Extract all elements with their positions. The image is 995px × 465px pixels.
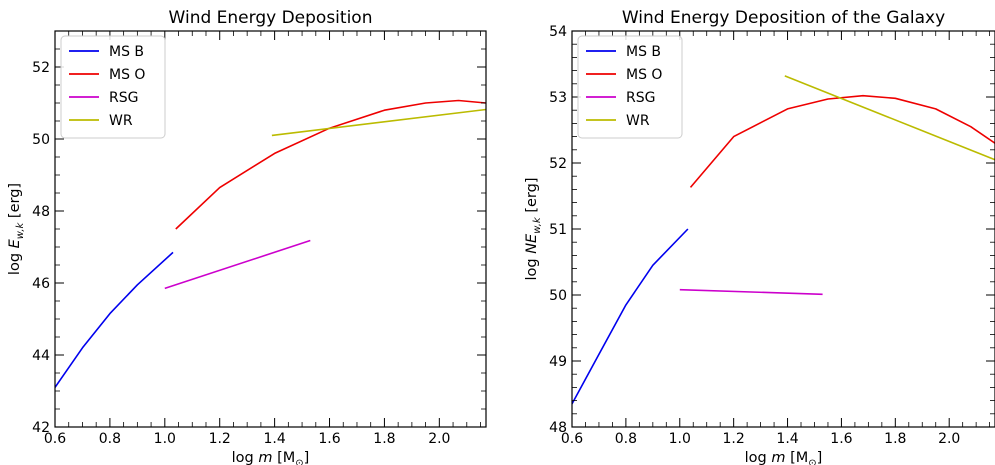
x-tick-label: 1.0 [669, 431, 691, 447]
legend-label: WR [109, 113, 133, 129]
x-tick-label: 0.8 [615, 431, 637, 447]
series-line-ms-b [572, 228, 689, 405]
x-tick-label: 1.2 [723, 431, 745, 447]
series-line-rsg [164, 239, 311, 290]
legend-label: WR [626, 113, 650, 129]
y-axis-label: log Ew,k [erg] [7, 183, 26, 275]
legend-box [60, 35, 166, 139]
y-tick-label: 50 [549, 288, 567, 304]
x-tick-label: 0.6 [44, 431, 66, 447]
x-tick-label: 1.8 [884, 431, 906, 447]
legend-box [577, 35, 683, 139]
x-tick-label: 0.8 [99, 431, 121, 447]
x-tick-label: 1.4 [263, 431, 285, 447]
y-tick-label: 48 [32, 204, 50, 220]
legend-label: MS O [626, 67, 662, 83]
x-tick-label: 1.4 [776, 431, 798, 447]
x-tick-label: 2.0 [938, 431, 960, 447]
y-tick-label: 49 [549, 354, 567, 370]
y-tick-label: 53 [549, 90, 567, 106]
series-line-rsg [679, 288, 823, 296]
x-tick-label: 1.8 [373, 431, 395, 447]
x-tick-label: 1.0 [154, 431, 176, 447]
x-tick-label: 1.6 [318, 431, 340, 447]
y-tick-label: 44 [32, 348, 50, 364]
y-tick-label: 51 [549, 222, 567, 238]
chart-panel-2: 0.6 0.8 1.0 1.2 1.4 1.6 1.8 2.0 48 49 50 51 52 53 54 Wi… [524, 8, 995, 465]
series-line-ms-b [55, 251, 174, 388]
series-line-ms-o [689, 94, 995, 188]
legend-label: MS B [626, 44, 661, 60]
x-tick-label: 2.0 [428, 431, 450, 447]
legend-label: MS O [109, 67, 145, 83]
y-tick-label: 52 [32, 60, 50, 76]
series-line-ms-o [175, 99, 486, 230]
y-tick-label: 48 [549, 420, 567, 436]
x-axis-label: log m [M⊙] [232, 450, 310, 465]
series-line-wr [271, 108, 486, 137]
y-tick-label: 54 [549, 24, 567, 40]
legend-label: RSG [626, 90, 655, 106]
y-tick-label: 52 [549, 156, 567, 172]
x-axis-label: log m [M⊙] [745, 450, 823, 465]
legend-label: MS B [109, 44, 144, 60]
y-tick-label: 46 [32, 276, 50, 292]
y-axis-label: log NEw,k [erg] [524, 177, 543, 280]
legend-label: RSG [109, 90, 138, 106]
y-tick-label: 50 [32, 132, 50, 148]
chart-title: Wind Energy Deposition [169, 8, 373, 28]
chart-panel-1: 0.6 0.8 1.0 1.2 1.4 1.6 1.8 2.0 42 44 46 48 50 52 Wind… [7, 8, 487, 465]
x-tick-label: 1.6 [830, 431, 852, 447]
series-line-wr [784, 75, 995, 161]
y-tick-label: 42 [32, 420, 50, 436]
x-tick-label: 0.6 [561, 431, 583, 447]
x-tick-label: 1.2 [209, 431, 231, 447]
chart-title: Wind Energy Deposition of the Galaxy [622, 8, 945, 28]
